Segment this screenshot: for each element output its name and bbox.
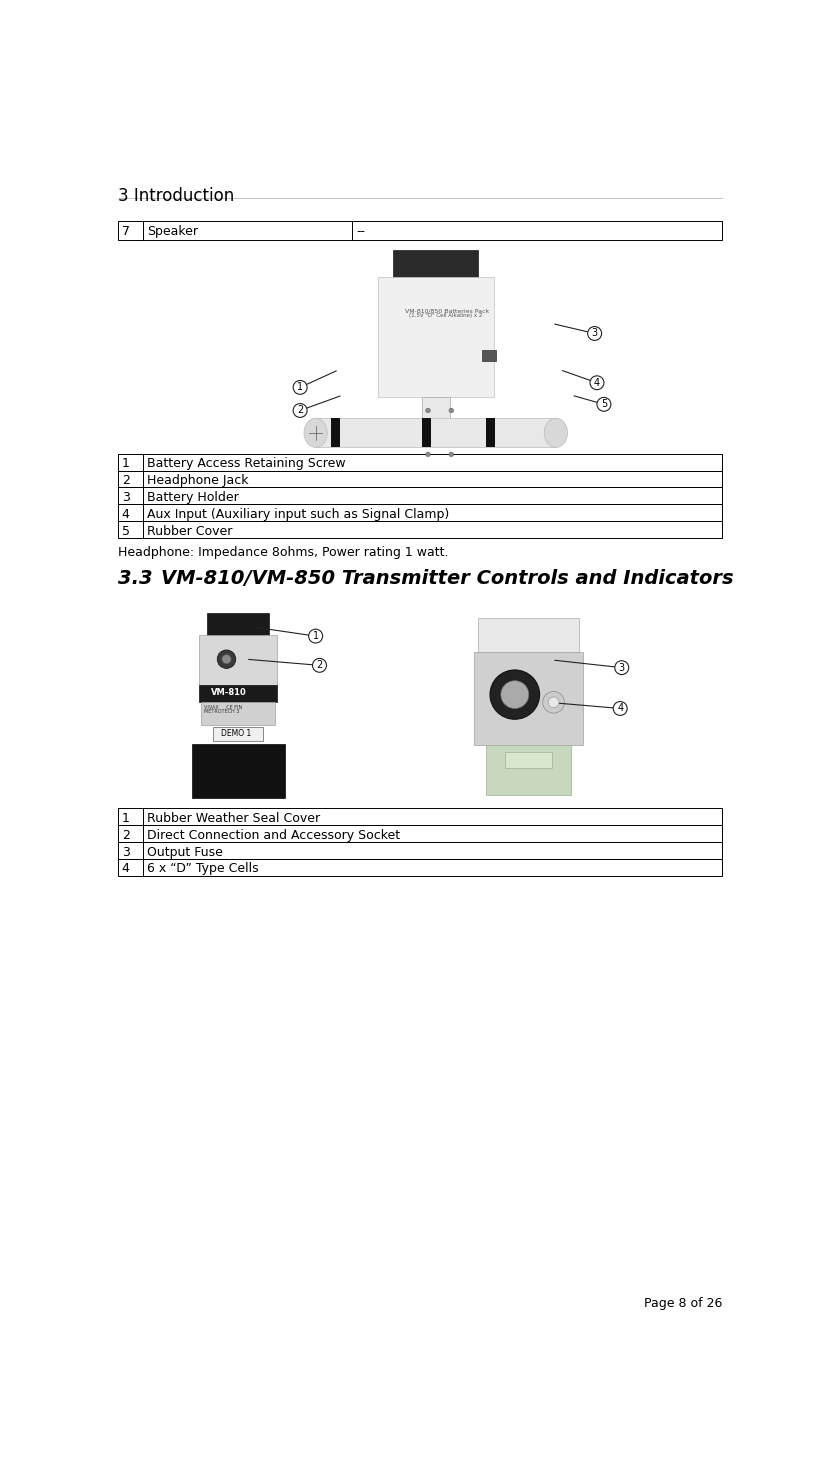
Bar: [118, 243, 722, 447]
Bar: [378, 278, 493, 397]
Circle shape: [448, 409, 453, 413]
Text: 1: 1: [122, 457, 129, 470]
Bar: [118, 604, 722, 800]
Circle shape: [500, 681, 528, 709]
Circle shape: [614, 660, 628, 675]
Bar: [199, 635, 277, 685]
Text: Output Fuse: Output Fuse: [147, 845, 223, 858]
Text: 1: 1: [312, 631, 319, 641]
Bar: [486, 745, 571, 795]
Bar: [505, 753, 551, 767]
Text: 2: 2: [316, 660, 322, 670]
Text: METROTECH 3: METROTECH 3: [204, 709, 239, 714]
Bar: [118, 454, 722, 470]
Text: Battery Access Retaining Screw: Battery Access Retaining Screw: [147, 457, 346, 470]
Bar: [118, 522, 722, 538]
Text: 4: 4: [122, 863, 129, 876]
Text: 6 x “D” Type Cells: 6 x “D” Type Cells: [147, 863, 259, 876]
Text: 2: 2: [122, 475, 129, 488]
Text: 3 Introduction: 3 Introduction: [118, 187, 234, 206]
Bar: [421, 417, 431, 447]
Bar: [118, 470, 722, 488]
Text: Aux Input (Auxiliary input such as Signal Clamp): Aux Input (Auxiliary input such as Signa…: [147, 509, 449, 522]
Bar: [192, 744, 284, 798]
Bar: [118, 504, 722, 522]
Text: 3.3: 3.3: [118, 569, 152, 588]
Circle shape: [613, 701, 627, 716]
Circle shape: [448, 453, 453, 457]
Circle shape: [293, 404, 307, 417]
Text: 5: 5: [600, 400, 606, 409]
Circle shape: [587, 326, 601, 341]
Text: Headphone Jack: Headphone Jack: [147, 475, 249, 488]
Ellipse shape: [544, 417, 567, 447]
Text: 4: 4: [617, 704, 622, 713]
Ellipse shape: [304, 417, 327, 447]
Circle shape: [425, 453, 430, 457]
Bar: [477, 617, 578, 653]
Text: VM-810/VM-850 Transmitter Controls and Indicators: VM-810/VM-850 Transmitter Controls and I…: [161, 569, 732, 588]
Bar: [421, 397, 449, 423]
Bar: [118, 858, 722, 876]
Bar: [199, 685, 277, 701]
Bar: [392, 250, 477, 278]
Text: VM-810: VM-810: [210, 688, 247, 697]
Text: 1: 1: [122, 811, 129, 825]
Bar: [118, 825, 722, 842]
Bar: [118, 488, 722, 504]
Text: VM-810/850 Batteries Pack: VM-810/850 Batteries Pack: [405, 309, 488, 313]
Bar: [331, 417, 340, 447]
Text: 3: 3: [122, 491, 129, 504]
Bar: [315, 417, 555, 447]
Text: 1: 1: [296, 382, 303, 392]
Text: 2: 2: [122, 829, 129, 842]
Text: Page 8 of 26: Page 8 of 26: [644, 1297, 722, 1310]
Text: 3: 3: [590, 328, 597, 338]
Circle shape: [596, 397, 610, 412]
Text: 2: 2: [296, 406, 303, 416]
Text: Rubber Weather Seal Cover: Rubber Weather Seal Cover: [147, 811, 320, 825]
Text: Direct Connection and Accessory Socket: Direct Connection and Accessory Socket: [147, 829, 400, 842]
Text: Speaker: Speaker: [147, 225, 197, 238]
Bar: [482, 350, 495, 362]
Text: --: --: [355, 225, 364, 238]
Circle shape: [217, 650, 236, 669]
Circle shape: [293, 381, 307, 394]
Text: 5: 5: [122, 525, 129, 538]
Text: 4: 4: [122, 509, 129, 522]
Bar: [213, 728, 263, 741]
Text: DEMO 1: DEMO 1: [221, 729, 251, 738]
Text: 3: 3: [618, 663, 624, 673]
Text: (1.5V "D" Cell Alkaline) x 2: (1.5V "D" Cell Alkaline) x 2: [408, 313, 482, 319]
Circle shape: [222, 654, 231, 664]
Circle shape: [312, 659, 326, 672]
Text: VIVAX     CE FIN: VIVAX CE FIN: [204, 704, 242, 710]
Bar: [118, 842, 722, 858]
Bar: [486, 417, 495, 447]
Bar: [207, 613, 269, 635]
Text: 3: 3: [122, 845, 129, 858]
Text: 4: 4: [593, 378, 600, 388]
Bar: [201, 701, 275, 725]
Bar: [474, 653, 582, 745]
Text: Headphone: Impedance 8ohms, Power rating 1 watt.: Headphone: Impedance 8ohms, Power rating…: [118, 545, 448, 559]
Circle shape: [490, 670, 539, 719]
Circle shape: [542, 691, 563, 713]
Text: Battery Holder: Battery Holder: [147, 491, 239, 504]
Bar: [118, 809, 722, 825]
Text: 7: 7: [122, 225, 129, 238]
Bar: [118, 220, 722, 240]
Circle shape: [425, 409, 430, 413]
Circle shape: [547, 697, 559, 707]
Circle shape: [589, 376, 603, 390]
Circle shape: [308, 629, 322, 642]
Text: Rubber Cover: Rubber Cover: [147, 525, 233, 538]
